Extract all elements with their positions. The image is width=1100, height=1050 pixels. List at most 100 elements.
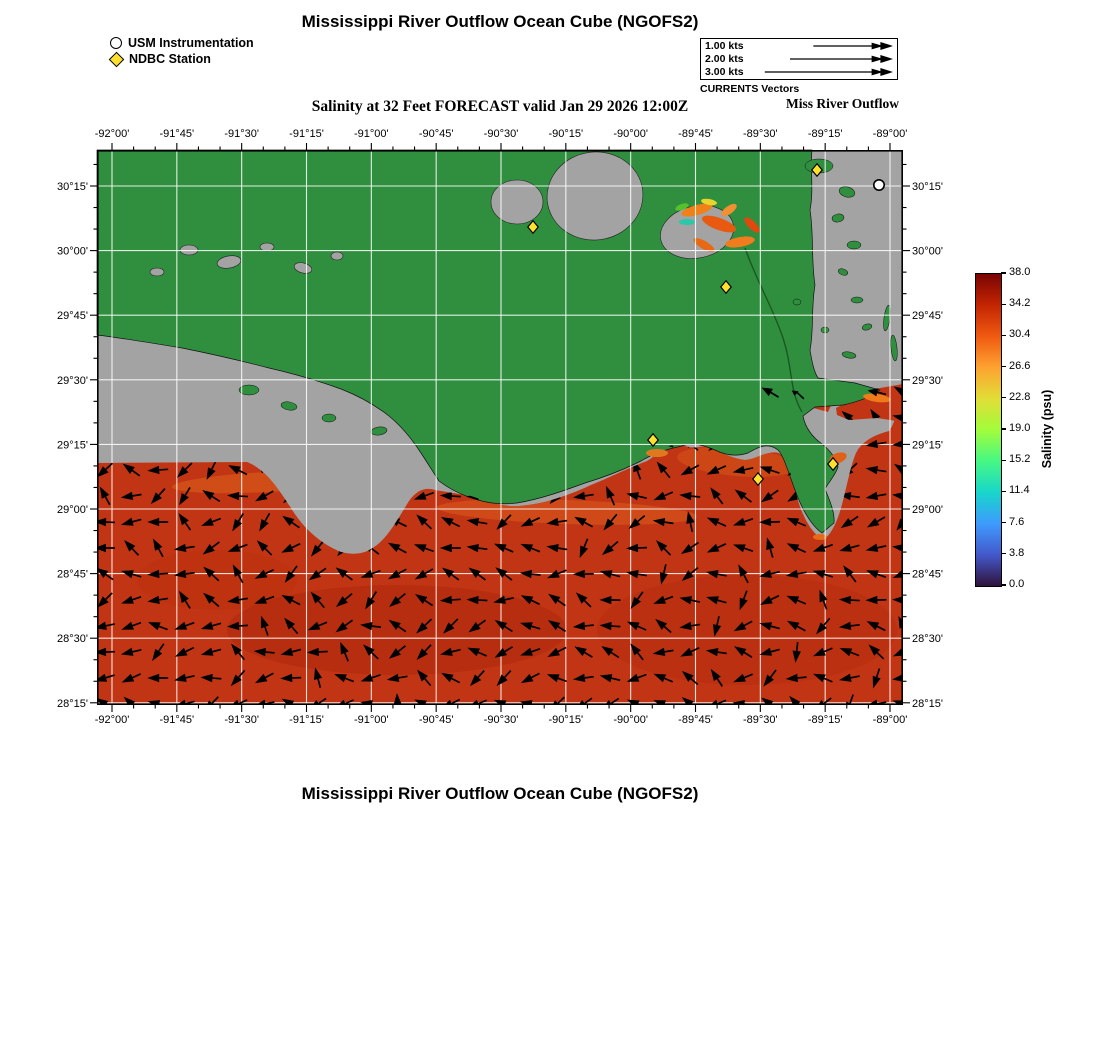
- current-vector-arrow: [865, 491, 887, 500]
- current-vector-arrow: [386, 673, 408, 682]
- current-vector-arrow: [97, 543, 116, 553]
- current-vector-arrow: [712, 616, 722, 637]
- current-vector-arrow: [653, 595, 674, 604]
- speed-arrow-icon: [764, 67, 893, 76]
- current-vector-arrow: [97, 462, 113, 478]
- current-vector-arrow: [466, 543, 488, 553]
- barrier-islands: [238, 158, 898, 436]
- current-vector-arrow: [547, 569, 567, 579]
- usm-station-marker: [872, 178, 885, 191]
- current-vector-arrow: [626, 673, 647, 682]
- current-vector-arrow: [599, 595, 621, 605]
- current-vector-arrow: [150, 488, 166, 505]
- current-vector-arrow: [732, 465, 754, 474]
- currents-legend-row: 2.00 kts: [705, 53, 893, 65]
- station-markers: [527, 162, 885, 487]
- current-vector-arrow: [360, 621, 382, 631]
- current-vector-arrow: [439, 491, 461, 501]
- current-vector-arrow: [601, 697, 620, 705]
- current-vector-arrow: [495, 567, 513, 581]
- x-tick-label: -89°00': [873, 714, 908, 726]
- colorbar-tick: [1001, 522, 1006, 524]
- colorbar-tick: [1001, 553, 1006, 555]
- current-vector-arrow: [284, 617, 299, 635]
- current-vector-arrow: [310, 591, 325, 609]
- current-vector-arrow: [147, 569, 169, 579]
- current-vector-arrow: [256, 540, 273, 556]
- y-tick-label: 30°15': [57, 181, 88, 193]
- current-vector-arrow: [147, 595, 169, 604]
- colorbar-tick-label: 0.0: [1009, 578, 1025, 590]
- current-vector-arrow: [230, 669, 246, 687]
- colorbar-tick-label: 3.8: [1009, 546, 1025, 559]
- current-vector-arrow: [626, 543, 648, 553]
- current-vector-arrow: [599, 674, 621, 683]
- current-vector-arrow: [626, 621, 647, 631]
- current-vector-arrow: [574, 516, 593, 528]
- current-vector-arrow: [602, 540, 619, 556]
- current-vector-arrow: [280, 647, 302, 656]
- current-vector-arrow: [124, 540, 140, 556]
- y-tick-label: 28°45': [912, 569, 943, 581]
- y-tick-label: 29°00': [912, 504, 943, 516]
- current-vector-arrow: [679, 491, 701, 501]
- x-tick-label: -89°15': [808, 714, 843, 726]
- current-vector-arrow: [97, 697, 114, 705]
- current-vector-arrow: [97, 517, 116, 527]
- current-vector-arrow: [786, 620, 806, 632]
- current-vector-arrow: [813, 647, 833, 657]
- x-tick-label: -91°00': [354, 128, 389, 140]
- current-vector-arrow: [393, 693, 402, 705]
- current-vector-arrow: [200, 647, 222, 656]
- current-vector-arrow: [414, 568, 434, 580]
- y-tick-label: 28°30': [912, 633, 943, 645]
- current-vector-arrow: [388, 619, 407, 633]
- current-vector-arrow: [892, 595, 903, 605]
- ndbc-diamond-icon: [108, 51, 125, 67]
- x-tick-label: -90°00': [613, 128, 648, 140]
- ndbc-station-marker: [527, 219, 539, 235]
- current-vector-arrow: [760, 489, 779, 503]
- y-tick-label: 30°00': [912, 246, 943, 258]
- current-vector-arrow: [173, 543, 195, 553]
- x-tick-label: -91°15': [289, 714, 324, 726]
- currents-speed-label: 3.00 kts: [705, 65, 744, 78]
- current-vector-arrow: [201, 517, 222, 526]
- current-vector-arrow: [655, 618, 672, 634]
- current-vector-arrow: [387, 542, 407, 554]
- current-vector-arrow: [520, 622, 541, 631]
- current-vector-arrow: [572, 673, 594, 683]
- current-vector-arrow: [739, 590, 748, 611]
- colorbar-tick: [1001, 490, 1006, 492]
- current-vector-arrow: [579, 538, 589, 559]
- colorbar-tick-label: 30.4: [1009, 328, 1031, 341]
- current-vector-arrow: [363, 644, 379, 660]
- current-vector-arrow: [281, 542, 301, 553]
- x-tick-label: -90°45': [419, 128, 454, 140]
- current-vector-arrow: [520, 672, 540, 684]
- current-vector-arrow: [152, 538, 164, 558]
- current-vector-arrow: [259, 512, 271, 532]
- current-vector-arrow: [122, 463, 141, 477]
- current-vector-arrow: [786, 595, 807, 605]
- currents-legend-caption: CURRENTS Vectors: [700, 83, 800, 95]
- current-vector-arrow: [813, 673, 833, 683]
- current-vector-arrow: [872, 668, 881, 689]
- x-tick-label: -90°15': [549, 714, 584, 726]
- current-vector-arrow: [548, 593, 566, 607]
- usm-circle-icon: [110, 37, 122, 49]
- current-vector-arrow: [766, 537, 775, 558]
- colorbar-tick-label: 22.8: [1009, 390, 1031, 403]
- current-vector-arrow: [812, 543, 833, 552]
- current-vector-arrow: [441, 516, 461, 528]
- x-tick-label: -90°00': [613, 714, 648, 726]
- current-vector-arrow: [679, 596, 701, 605]
- current-vector-arrow: [760, 594, 780, 605]
- x-tick-label: -92°00': [95, 714, 130, 726]
- current-vector-arrow: [546, 517, 568, 527]
- current-vector-arrow: [892, 439, 903, 449]
- footer-title: Mississippi River Outflow Ocean Cube (NG…: [301, 784, 699, 803]
- colorbar: [975, 273, 1002, 587]
- current-vector-arrow: [814, 697, 832, 705]
- page-title: Mississippi River Outflow Ocean Cube (NG…: [301, 12, 699, 31]
